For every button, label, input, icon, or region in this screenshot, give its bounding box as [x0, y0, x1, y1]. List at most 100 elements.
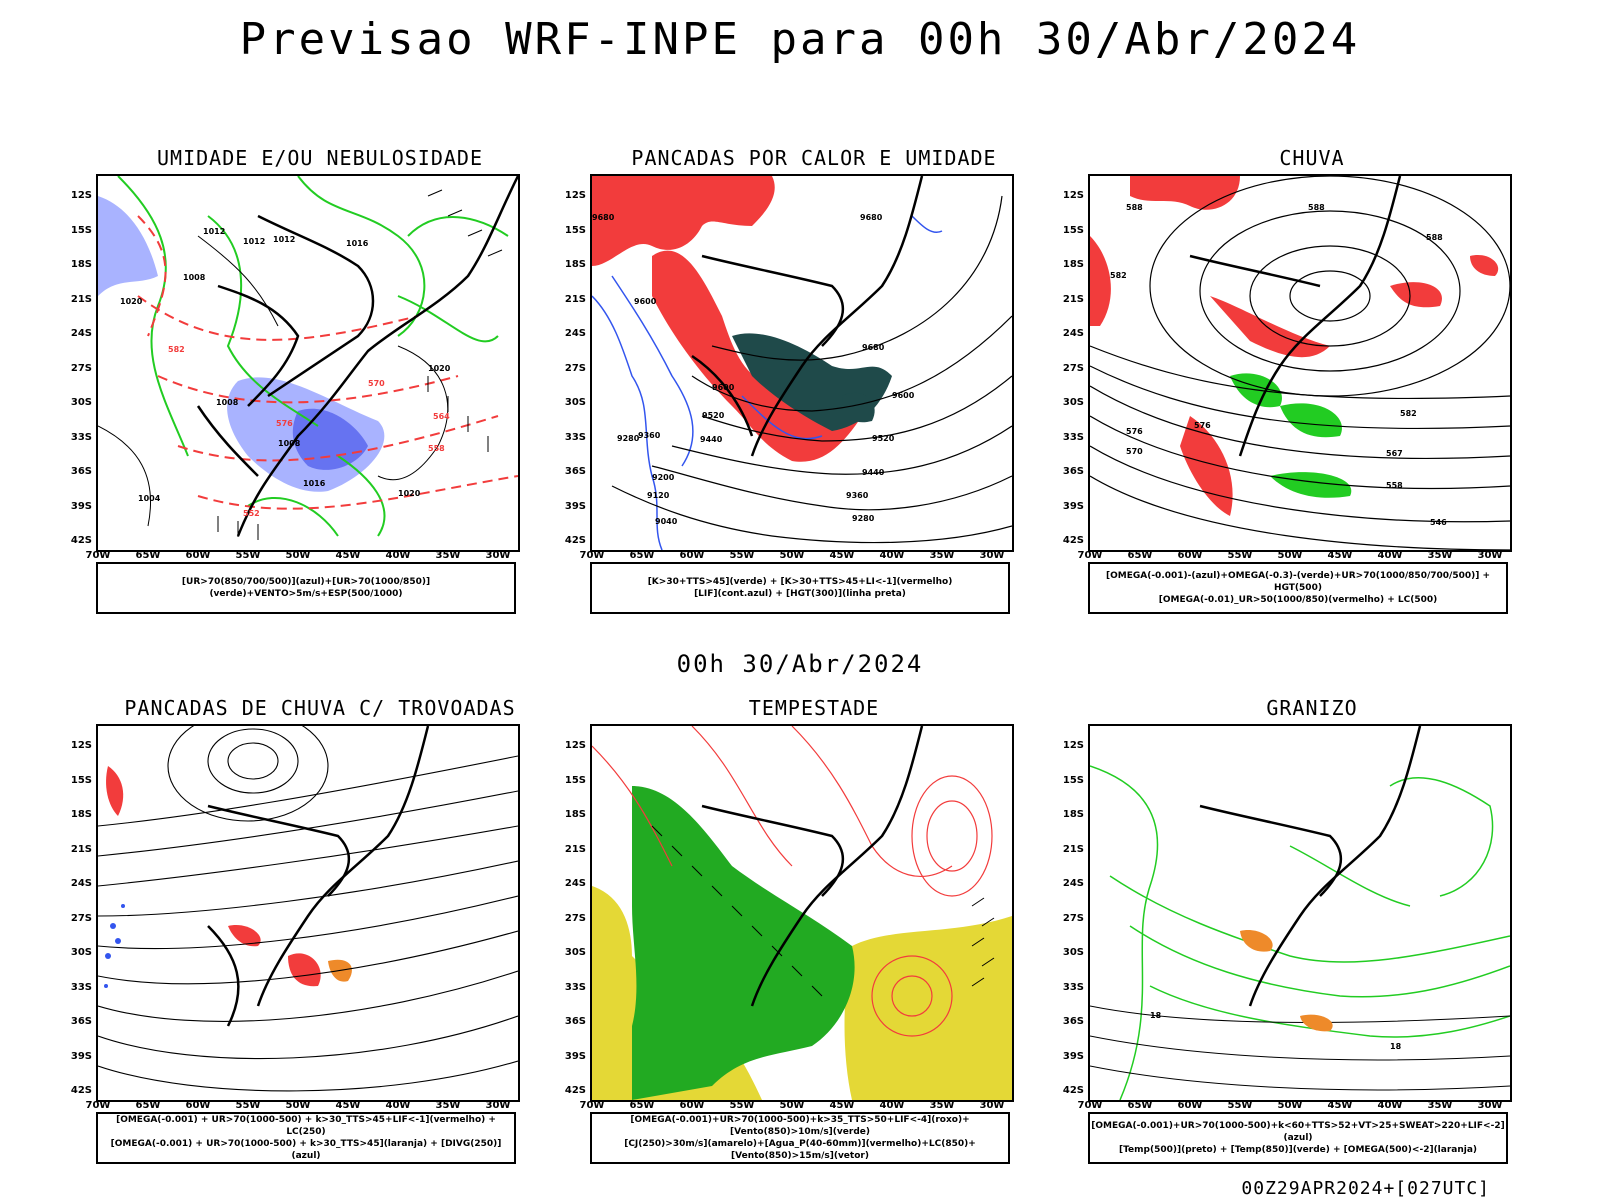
lat-tick-label: 33S: [70, 431, 92, 443]
label: 558: [1386, 481, 1403, 490]
label: 1012: [273, 235, 295, 244]
label: 576: [1126, 427, 1143, 436]
lat-tick-label: 21S: [1062, 843, 1084, 855]
lat-tick-label: 12S: [564, 190, 586, 201]
label: 9280: [852, 514, 875, 523]
lon-tick-label: 65W: [629, 550, 655, 561]
legend-tempestade: [OMEGA(-0.001)+UR>70(1000-500)+k>35_TTS>…: [590, 1112, 1010, 1164]
lat-tick-label: 39S: [1062, 500, 1084, 512]
lon-tick-label: 55W: [1227, 550, 1253, 561]
lat-tick-label: 15S: [1062, 774, 1084, 786]
lat-tick-label: 42S: [70, 1085, 92, 1096]
main-title: Previsao WRF-INPE para 00h 30/Abr/2024: [239, 14, 1361, 65]
lon-tick-label: 70W: [579, 550, 605, 561]
lon-tick-label: 35W: [929, 550, 955, 561]
label: 1008: [278, 439, 301, 448]
lon-tick-label: 30W: [485, 550, 511, 561]
lat-tick-label: 12S: [1062, 740, 1084, 751]
lat-tick-label: 36S: [564, 1016, 586, 1027]
lon-tick-label: 60W: [679, 550, 705, 561]
label: 1012: [203, 227, 225, 236]
lat-tick-label: 27S: [1062, 362, 1084, 374]
lat-tick-label: 15S: [564, 224, 586, 236]
lat-tick-label: 27S: [564, 362, 586, 374]
lat-tick-label: 21S: [564, 843, 586, 855]
lat-tick-label: 24S: [564, 878, 586, 889]
lon-tick-label: 55W: [729, 1100, 755, 1111]
lon-tick-label: 35W: [929, 1100, 955, 1111]
lon-tick-label: 30W: [979, 1100, 1005, 1111]
lat-tick-label: 36S: [564, 466, 586, 477]
lat-tick-label: 18S: [70, 259, 92, 270]
label: 9600: [892, 391, 915, 400]
panel-pancadas-trovoadas: PANCADAS DE CHUVA C/ TROVOADAS: [70, 696, 570, 1176]
label: 9200: [652, 473, 675, 482]
lon-tick-label: 35W: [435, 1100, 461, 1111]
legend-line: [OMEGA(-0.001)+UR>70(1000-500)+k<60+TTS>…: [1091, 1121, 1505, 1143]
map-pancadas-trovoadas: [96, 724, 520, 1102]
lon-tick-label: 65W: [135, 1100, 161, 1111]
label: 570: [1126, 447, 1143, 456]
label: 1016: [303, 479, 326, 488]
panel-tempestade: TEMPESTADE [OME: [564, 696, 1064, 1176]
legend-line: [K>30+TTS>45](verde) + [K>30+TTS>45+LI<-…: [647, 577, 953, 587]
lon-tick-label: 70W: [1077, 550, 1103, 561]
label: 9520: [702, 411, 725, 420]
lon-tick-label: 70W: [1077, 1100, 1103, 1111]
map-umidade: 1012 1012 1012 1016 1008 1020 1008 1008 …: [96, 174, 520, 552]
lon-tick-label: 60W: [185, 550, 211, 561]
lon-tick-label: 40W: [1377, 1100, 1403, 1111]
lat-tick-label: 36S: [70, 1016, 92, 1027]
label: 1012: [243, 237, 265, 246]
legend-line: [OMEGA(-0.001)-(azul)+OMEGA(-0.3)-(verde…: [1105, 571, 1491, 593]
lon-tick-label: 45W: [335, 550, 361, 561]
lat-tick-label: 36S: [70, 466, 92, 477]
legend-line: [OMEGA(-0.001) + UR>70(1000-500) + k>30_…: [110, 1139, 502, 1161]
lon-tick-label: 45W: [1327, 1100, 1353, 1111]
lon-tick-label: 70W: [85, 550, 111, 561]
label: 18: [1390, 1042, 1402, 1051]
legend-line: [LIF](cont.azul) + [HGT(300)](linha pret…: [694, 589, 906, 599]
lat-tick-label: 42S: [564, 535, 586, 546]
map-chuva: 588 588 588 582 582 576 576 570 558 546 …: [1088, 174, 1512, 552]
lon-tick-label: 40W: [385, 1100, 411, 1111]
panel-pancadas-calor: PANCADAS POR CALOR E UMIDADE: [564, 146, 1064, 626]
lon-tick-label: 35W: [1427, 550, 1453, 561]
label: 9360: [846, 491, 869, 500]
lat-tick-label: 15S: [564, 774, 586, 786]
lon-tick-label: 45W: [829, 1100, 855, 1111]
panel-title: GRANIZO: [1266, 696, 1358, 720]
lat-tick-label: 33S: [564, 981, 586, 993]
lat-tick-label: 39S: [70, 1050, 92, 1062]
lat-tick-label: 18S: [70, 809, 92, 820]
label: 9680: [592, 213, 615, 222]
label: 9120: [647, 491, 670, 500]
label: 576: [1194, 421, 1211, 430]
lon-tick-label: 50W: [1277, 550, 1303, 561]
lon-tick-label: 35W: [435, 550, 461, 561]
lat-tick-label: 18S: [1062, 809, 1084, 820]
legend-granizo: [OMEGA(-0.001)+UR>70(1000-500)+k<60+TTS>…: [1088, 1112, 1508, 1164]
lon-tick-label: 50W: [779, 550, 805, 561]
label: 1008: [183, 273, 206, 282]
map-svg: 1012 1012 1012 1016 1008 1020 1008 1008 …: [98, 176, 518, 540]
run-footer: 00Z29APR2024+[027UTC]: [1241, 1178, 1490, 1199]
lon-tick-label: 55W: [1227, 1100, 1253, 1111]
lon-tick-label: 35W: [1427, 1100, 1453, 1111]
lon-tick-label: 50W: [285, 1100, 311, 1111]
lat-tick-label: 30S: [70, 397, 92, 408]
lat-tick-label: 36S: [1062, 1016, 1084, 1027]
legend-line: [CJ(250)>30m/s](amarelo)+[Agua_P(40-60mm…: [624, 1139, 976, 1161]
label: 588: [1308, 203, 1325, 212]
legend-line: [OMEGA(-0.001) + UR>70(1000-500) + k>30_…: [116, 1115, 496, 1137]
label: 546: [1430, 518, 1447, 527]
lon-tick-label: 70W: [85, 1100, 111, 1111]
label: 576: [276, 419, 293, 428]
label: 567: [1386, 449, 1403, 458]
label: 552: [243, 509, 260, 518]
map-granizo: 18 18: [1088, 724, 1512, 1102]
label: 9040: [655, 517, 678, 526]
lon-tick-label: 70W: [579, 1100, 605, 1111]
lat-tick-label: 27S: [70, 912, 92, 924]
lon-tick-label: 50W: [779, 1100, 805, 1111]
